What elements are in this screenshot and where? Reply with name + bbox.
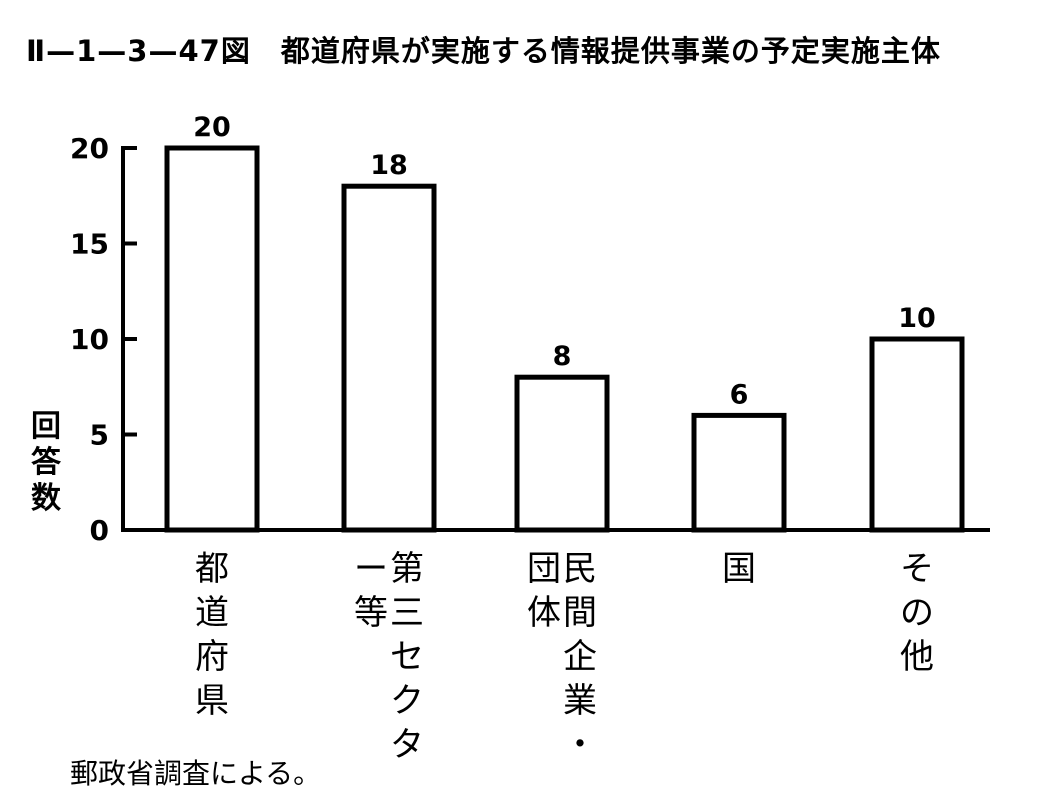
bar [514,374,610,533]
bar-value-label: 8 [553,341,572,372]
y-tick-label: 0 [90,514,109,547]
y-tick-label: 10 [70,323,109,356]
y-axis-label: 回答数 [31,409,62,516]
bars [164,145,965,533]
category-labels: 都道府県 第三セクター等 民間企業・団体 国 その他 [195,549,934,765]
y-tick-label: 15 [70,228,109,261]
bar [341,183,437,533]
category-label: その他 [900,549,934,677]
y-axis-label-text: 回答数 [31,409,62,516]
category-label: 都道府県 [195,549,229,721]
category-label: 第三セクター等 [354,549,424,765]
axis-lines [121,146,990,532]
source-note: 郵政省調査による。 [70,757,322,790]
bar [691,412,787,533]
bar-value-label: 6 [730,379,749,410]
category-label: 民間企業・団体 [527,549,597,765]
category-label: 国 [722,549,756,589]
y-axis-ticks: 0 5 10 15 20 [70,132,137,547]
y-tick-label: 5 [90,419,109,452]
bar-value-label: 20 [193,112,231,143]
figure-title: Ⅱ—1—3—47図 都道府県が実施する情報提供事業の予定実施主体 [26,34,941,68]
data-labels: 20 18 8 6 10 [193,112,936,410]
bar-value-label: 10 [898,303,936,334]
y-tick-label: 20 [70,132,109,165]
bar [164,145,260,533]
bar [869,336,965,533]
bar-value-label: 18 [370,150,408,181]
